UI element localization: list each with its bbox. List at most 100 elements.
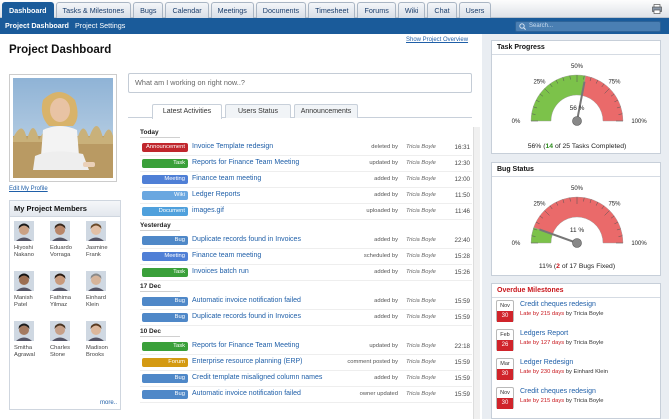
milestone-item: Feb 26 Ledgers Report Late by 127 days by T… xyxy=(496,329,658,355)
activity-title-link[interactable]: Invoice Template redesign xyxy=(192,143,274,150)
milestone-title-link[interactable]: Ledger Redesign xyxy=(520,359,574,366)
task-progress-title: Task Progress xyxy=(492,41,660,55)
activity-title-link[interactable]: Reports for Finance Team Meeting xyxy=(192,342,300,349)
milestone-title-link[interactable]: Credit cheques redesign xyxy=(520,388,596,395)
tab-users[interactable]: Users xyxy=(458,2,492,18)
gauge-scale-label: 0% xyxy=(512,119,521,125)
member-item[interactable]: Smitha Agrawal xyxy=(14,321,47,369)
member-item[interactable]: Charles Stone xyxy=(50,321,83,369)
activity-tag: Announcement xyxy=(142,143,188,152)
member-first-name: Madison xyxy=(86,345,108,351)
member-item[interactable]: Hiyoshi Nakano xyxy=(14,221,47,269)
member-last-name: Agrawal xyxy=(14,352,35,358)
member-last-name: Frank xyxy=(86,252,101,258)
edit-profile-link[interactable]: Edit My Profile xyxy=(9,186,48,192)
activity-title-link[interactable]: Credit template misaligned column names xyxy=(192,374,323,381)
activity-tag: Meeting xyxy=(142,252,188,261)
member-last-name: Klein xyxy=(86,302,99,308)
activity-title-link[interactable]: Finance team meeting xyxy=(192,175,262,182)
member-item[interactable]: Madison Brooks xyxy=(86,321,119,369)
bug-status-caption: 11% (2 of 17 Bugs Fixed) xyxy=(538,263,616,270)
tab-wiki[interactable]: Wiki xyxy=(397,2,426,18)
subtab-project-dashboard[interactable]: Project Dashboard xyxy=(5,21,69,30)
activity-title-link[interactable]: Reports for Finance Team Meeting xyxy=(192,159,300,166)
tab-documents[interactable]: Documents xyxy=(255,2,307,18)
activity-tag: Forum xyxy=(142,358,188,367)
member-item[interactable]: Fathima Yilmaz xyxy=(50,271,83,319)
activity-title-link[interactable]: Enterprise resource planning (ERP) xyxy=(192,358,303,365)
member-avatar xyxy=(14,271,34,291)
tab-announcements[interactable]: Announcements xyxy=(294,104,358,118)
activity-title-link[interactable]: images.gif xyxy=(192,207,224,214)
activity-title-link[interactable]: Duplicate records found in Invoices xyxy=(192,313,301,320)
milestone-item: Nov 30 Credit cheques redesign Late by 215 … xyxy=(496,387,658,413)
more-members-link[interactable]: more.. xyxy=(99,400,117,406)
activity-title-link[interactable]: Ledger Reports xyxy=(192,191,241,198)
tab-meetings[interactable]: Meetings xyxy=(210,2,254,18)
subtab-project-settings[interactable]: Project Settings xyxy=(75,21,126,30)
gauge-value-label: 11 % xyxy=(570,227,585,234)
gauge-tick xyxy=(616,228,621,231)
sidebar: Task Progress 0% 25% 50% 75% 100% 56 % 56% (1… xyxy=(482,34,669,419)
tab-calendar[interactable]: Calendar xyxy=(165,2,209,18)
member-item[interactable]: Eduardo Vorraga xyxy=(50,221,83,269)
activity-user: Tricia Boyle xyxy=(406,269,436,275)
member-first-name: Einhard xyxy=(86,295,106,301)
print-icon[interactable] xyxy=(652,4,662,14)
calendar-icon: Nov 30 xyxy=(496,387,514,409)
tab-latest-activities[interactable]: Latest Activities xyxy=(152,104,222,119)
feed-scrollbar[interactable] xyxy=(473,127,480,419)
show-project-overview-link[interactable]: Show Project Overview xyxy=(406,37,469,43)
activity-time: 15:59 xyxy=(454,359,470,366)
milestone-title-link[interactable]: Credit cheques redesign xyxy=(520,301,596,308)
overdue-milestones-panel: Overdue Milestones Nov 30 Credit cheques r… xyxy=(491,283,661,419)
member-item[interactable]: Jasmine Frank xyxy=(86,221,119,269)
activity-title-link[interactable]: Finance team meeting xyxy=(192,252,262,259)
tab-timesheet[interactable]: Timesheet xyxy=(308,2,356,18)
bug-status-panel: Bug Status 0% 25% 50% 75% 100% 11 % 11% (2 of… xyxy=(491,162,661,276)
activity-user: Tricia Boyle xyxy=(406,391,436,397)
status-input-placeholder: What am I working on right now..? xyxy=(135,78,245,87)
activity-action: uploaded by xyxy=(366,208,398,214)
activity-title-link[interactable]: Automatic invoice notification failed xyxy=(192,390,301,397)
activity-feed: Today Announcement Invoice Template redesi… xyxy=(140,127,472,403)
gauge-tick xyxy=(533,106,538,109)
activity-user: Tricia Boyle xyxy=(406,176,436,182)
tab-tasks-milestones[interactable]: Tasks & Milestones xyxy=(55,2,132,18)
member-last-name: Yilmaz xyxy=(50,302,68,308)
gauge-needle xyxy=(539,228,578,244)
activity-time: 15:59 xyxy=(454,375,470,382)
tab-bugs[interactable]: Bugs xyxy=(133,2,164,18)
gauge-tick xyxy=(610,93,615,97)
search-placeholder: Search... xyxy=(529,23,554,29)
milestone-title-link[interactable]: Ledgers Report xyxy=(520,330,569,337)
member-first-name: Fathima xyxy=(50,295,71,301)
member-item[interactable]: Manish Patel xyxy=(14,271,47,319)
member-item[interactable]: Einhard Klein xyxy=(86,271,119,319)
activity-user: Tricia Boyle xyxy=(406,237,436,243)
members-title: My Project Members xyxy=(10,201,120,217)
activity-title-link[interactable]: Duplicate records found in Invoices xyxy=(192,236,301,243)
tab-forums[interactable]: Forums xyxy=(357,2,396,18)
gauge-tick xyxy=(604,210,610,216)
tab-chat[interactable]: Chat xyxy=(427,2,457,18)
tab-users-status[interactable]: Users Status xyxy=(225,104,291,118)
search-input[interactable]: Search... xyxy=(515,21,661,32)
gauge-scale-label: 50% xyxy=(571,186,584,192)
member-first-name: Eduardo xyxy=(50,245,72,251)
member-first-name: Charles xyxy=(50,345,70,351)
activity-title-link[interactable]: Automatic invoice notification failed xyxy=(192,297,301,304)
gauge-scale-label: 100% xyxy=(631,119,647,125)
calendar-icon: Feb 26 xyxy=(496,329,514,351)
gauge-tick xyxy=(601,83,605,88)
activity-user: Tricia Boyle xyxy=(406,359,436,365)
gauge-tick xyxy=(549,205,553,210)
status-input[interactable]: What am I working on right now..? xyxy=(128,73,472,93)
gauge-tick xyxy=(549,83,553,88)
tab-dashboard[interactable]: Dashboard xyxy=(2,2,54,18)
gauge-needle xyxy=(576,81,586,122)
gauge-tick xyxy=(562,199,565,204)
activity-title-link[interactable]: Invoices batch run xyxy=(192,268,249,275)
gauge-tick xyxy=(535,99,540,103)
activity-row: Task Reports for Finance Team Meeting upda… xyxy=(140,156,472,172)
